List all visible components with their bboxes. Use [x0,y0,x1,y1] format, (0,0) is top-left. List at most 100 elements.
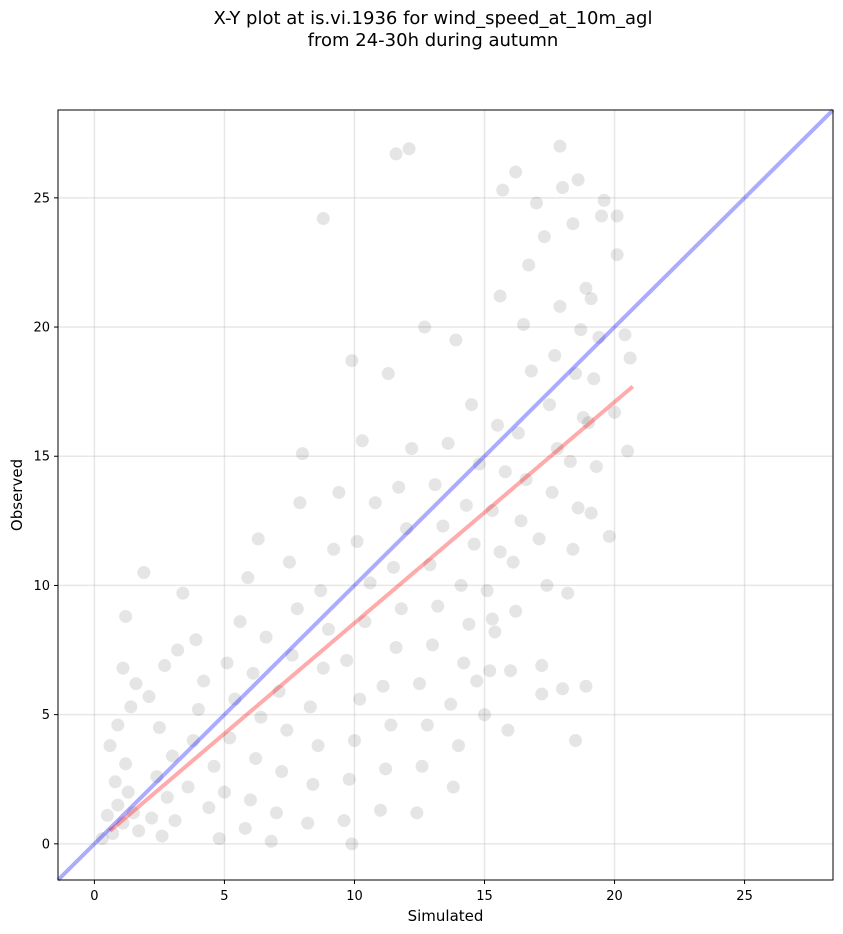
data-point [152,721,166,735]
data-point [623,351,637,365]
data-point [571,501,585,515]
data-point [355,434,369,448]
data-point [472,457,486,471]
data-point [501,723,515,737]
data-point [158,659,172,673]
data-point [132,824,146,838]
data-point [95,832,109,846]
data-point [311,739,325,753]
x-tick-label: 0 [90,889,98,904]
data-point [191,702,205,716]
data-point [462,617,476,631]
data-point [119,609,133,623]
axis-ticks: 0 5 10 15 20 25 0 5 10 15 20 25 [33,191,752,904]
x-tick-label: 5 [220,889,228,904]
data-point [446,780,460,794]
data-point [314,584,328,598]
data-point [556,181,570,195]
data-point [111,718,125,732]
data-point [493,545,507,559]
data-point [579,281,593,295]
regression-line [108,384,635,833]
data-point [545,485,559,499]
data-point [522,258,536,272]
data-point [303,700,317,714]
data-point [249,752,263,766]
data-point [420,718,434,732]
data-point [389,147,403,161]
data-point [181,780,195,794]
data-point [223,731,237,745]
data-point [121,785,135,799]
data-point [595,209,609,223]
data-point [160,790,174,804]
data-point [186,733,200,747]
data-point [347,733,361,747]
data-point [480,584,494,598]
x-tick-label: 25 [736,889,753,904]
data-point [452,739,466,753]
data-point [119,757,133,771]
data-point [321,622,335,636]
data-point [483,664,497,678]
data-point [251,532,265,546]
data-point [498,465,512,479]
data-point [137,566,151,580]
plot-frame [57,109,834,881]
y-tick-label: 15 [33,450,50,465]
data-point [327,542,341,556]
y-tick-label: 20 [33,321,50,336]
data-point [207,759,221,773]
data-point [530,196,544,210]
data-point [155,829,169,843]
data-point [337,814,351,828]
data-point [233,615,247,629]
data-point [532,532,546,546]
data-point [293,496,307,510]
data-point [485,504,499,518]
data-point [129,677,143,691]
data-point [563,454,577,468]
data-point [608,405,622,419]
chart-title-line2: from 24-30h during autumn [307,30,559,51]
data-point [373,803,387,817]
data-point [569,367,583,381]
data-point [126,806,140,820]
y-tick-label: 0 [42,837,50,852]
data-point [386,560,400,574]
data-point [100,808,114,822]
data-point [301,816,315,830]
data-point [566,542,580,556]
data-point [621,444,635,458]
data-point [246,666,260,680]
data-point [470,674,484,688]
data-point [389,640,403,654]
data-point [535,687,549,701]
data-point [332,485,346,499]
x-tick-label: 20 [606,889,623,904]
data-point [602,529,616,543]
data-point [548,348,562,362]
data-point [171,643,185,657]
data-point [506,555,520,569]
data-point [569,733,583,747]
data-point [553,299,567,313]
data-point [584,506,598,520]
data-point [290,602,304,616]
data-point [282,555,296,569]
data-point [394,602,408,616]
data-point [465,398,479,412]
data-point [561,586,575,600]
data-point [145,811,159,825]
data-point [428,478,442,492]
data-point [238,821,252,835]
data-point [340,653,354,667]
data-point [295,447,309,461]
data-point [441,436,455,450]
data-point [379,762,393,776]
data-point [189,633,203,647]
data-point [220,656,234,670]
data-point [504,664,518,678]
data-point [579,679,593,693]
data-point [517,317,531,331]
